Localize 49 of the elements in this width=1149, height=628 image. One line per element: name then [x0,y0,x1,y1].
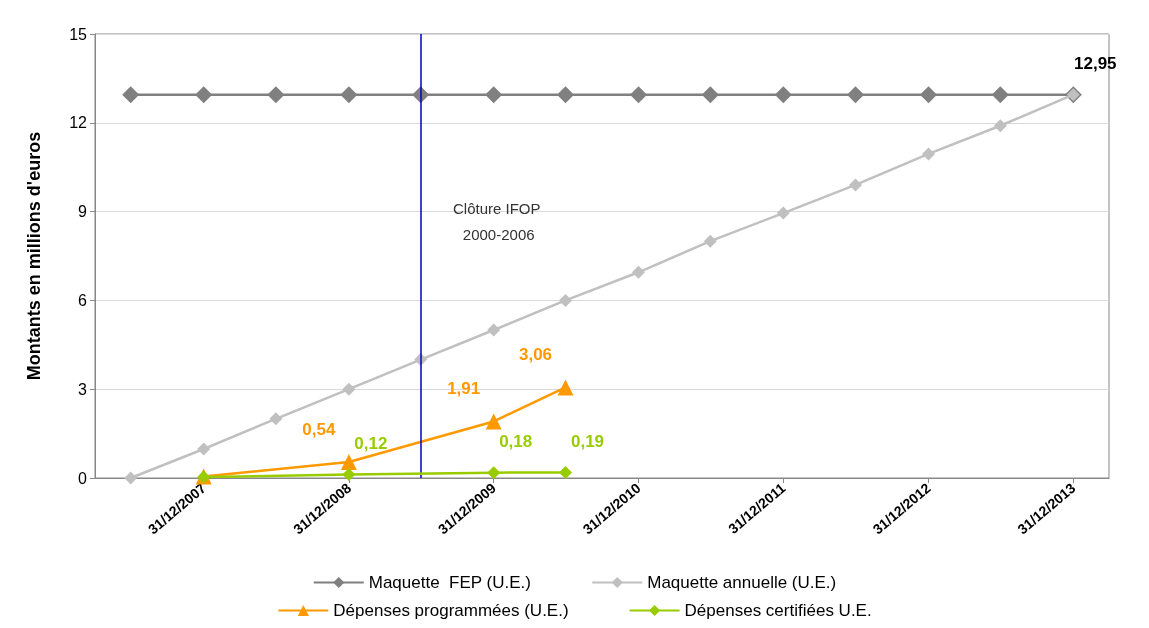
point [632,265,645,279]
point [342,382,356,396]
data-label: 3,06 [518,345,553,365]
point [776,206,790,220]
point [922,147,935,161]
point [557,86,574,104]
point [124,471,138,485]
point [703,234,717,248]
point [485,86,503,104]
data-label: 12,95 [1074,54,1117,74]
data-label: 1,91 [447,379,481,399]
point [701,86,719,104]
y-axis-title: Montants en millions d'euros [24,131,44,381]
point [197,442,211,456]
point [849,178,862,192]
point [993,119,1007,133]
point [559,465,572,479]
point [487,323,501,337]
point [991,86,1009,104]
point [557,379,574,396]
y-tick-label: 15 [69,25,88,43]
legend-label: Dépenses certifiées U.E. [684,601,872,620]
y-tick-label: 0 [78,469,88,487]
point [485,413,502,430]
data-label: 0,19 [570,431,605,451]
y-tick-label: 9 [78,203,88,221]
legend-label: Dépenses programmées (U.E.) [333,601,569,620]
y-tick-label: 3 [78,380,88,398]
data-label: 0,12 [354,433,388,453]
point [340,454,357,471]
point [920,86,937,104]
legend-label: Maquette annuelle (U.E.) [647,573,837,592]
point [340,86,358,104]
point [630,86,647,104]
data-label: 0,18 [499,432,533,452]
point [269,412,283,426]
point [122,86,140,104]
point [559,293,572,307]
y-tick-label: 6 [78,291,88,309]
data-label: 0,54 [302,420,336,440]
y-tick-label: 12 [69,114,88,132]
point [195,86,213,104]
legend-label: Maquette FEP (U.E.) [368,573,531,592]
point [847,86,864,104]
point [774,86,792,104]
point [487,466,501,480]
point [342,467,356,481]
ref-line-label: Clôture IFOP 2000-2006 [452,199,545,243]
point [267,86,285,104]
